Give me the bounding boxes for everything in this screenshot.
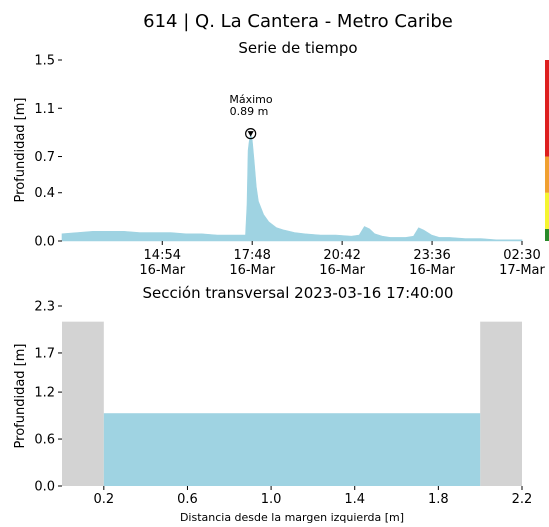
max-marker-arrow [247,131,254,137]
x-tick-date-label: 17-Mar [499,263,545,278]
figure-title: 614 | Q. La Cantera - Metro Caribe [143,11,453,32]
x-tick-label: 0.2 [93,492,114,507]
level-segment-red [545,60,549,157]
time-series-panel: Serie de tiempo Profundidad [m] 0.00.40.… [13,39,549,278]
x-tick-label: 02:30 [503,248,540,263]
level-segment-yellow [545,192,549,229]
time-series-x-axis: 14:5416-Mar17:4816-Mar20:4216-Mar23:3616… [139,241,546,278]
depth-area [61,133,523,242]
x-tick-date-label: 16-Mar [139,263,185,278]
cross-section-x-axis: 0.2 0.6 1.0 1.4 1.8 2.2 [93,486,532,507]
level-segment-green [545,228,549,241]
alert-level-bar [545,60,549,241]
time-series-title: Serie de tiempo [238,39,357,57]
x-tick-label: 1.0 [261,492,282,507]
time-series-y-axis: 0.0 0.4 0.7 1.1 1.5 [34,54,62,250]
right-bank [480,321,522,486]
y-tick-label: 1.2 [34,386,55,401]
cross-section-xlabel: Distancia desde la margen izquierda [m] [180,511,404,524]
y-tick-label: 1.7 [34,346,55,361]
max-annotation-value: 0.89 m [230,105,269,118]
x-tick-label: 20:42 [323,248,360,263]
y-tick-label: 0.0 [34,235,55,250]
x-tick-date-label: 16-Mar [319,263,365,278]
cross-section-panel: Sección transversal 2023-03-16 17:40:00 … [13,284,532,524]
cross-section-ylabel: Profundidad [m] [13,344,28,449]
x-tick-date-label: 16-Mar [409,263,455,278]
max-annotation: Máximo 0.89 m [229,93,273,140]
x-tick-label: 1.8 [428,492,449,507]
x-tick-date-label: 16-Mar [229,263,275,278]
y-tick-label: 0.6 [34,433,55,448]
level-segment-orange [545,156,549,193]
max-annotation-label: Máximo [229,93,273,106]
x-tick-label: 23:36 [413,248,450,263]
x-tick-label: 1.4 [344,492,365,507]
y-tick-label: 0.0 [34,480,55,495]
depth-area-series [61,133,523,242]
cross-section-title: Sección transversal 2023-03-16 17:40:00 [143,284,454,302]
water-level [103,413,481,486]
max-marker-ring [245,128,257,140]
y-tick-label: 0.7 [34,150,55,165]
cross-section-y-axis: 0.0 0.6 1.2 1.7 2.3 [34,300,62,495]
x-tick-label: 2.2 [512,492,533,507]
cross-section-shapes [62,321,522,486]
y-tick-label: 2.3 [34,300,55,315]
y-tick-label: 0.4 [34,186,55,201]
x-tick-label: 17:48 [233,248,270,263]
time-series-ylabel: Profundidad [m] [13,98,28,203]
y-tick-label: 1.5 [34,54,55,69]
x-tick-label: 14:54 [144,248,181,263]
x-tick-label: 0.6 [177,492,198,507]
y-tick-label: 1.1 [34,102,55,117]
left-bank [62,321,104,486]
